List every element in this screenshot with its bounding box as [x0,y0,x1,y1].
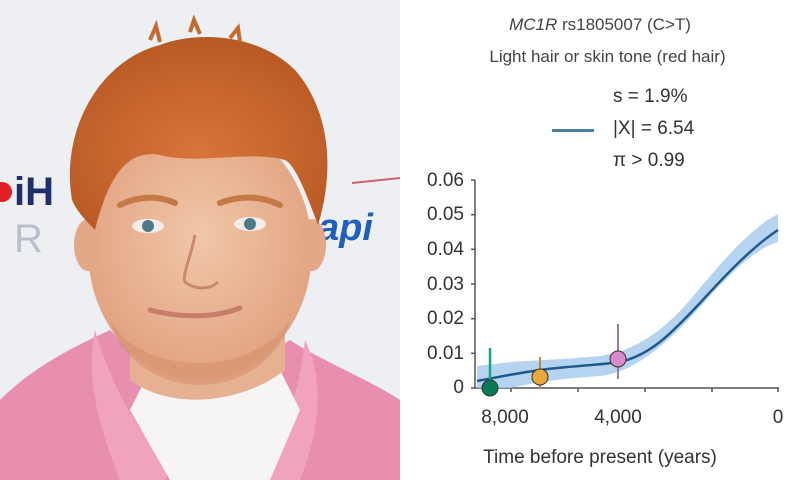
y-tick-0.06: 0.06 [427,170,464,191]
svg-text:R: R [14,217,43,261]
x-tick-0: 0 [772,407,784,428]
chart-panel: MC1R rs1805007 (C>T) Light hair or skin … [400,0,800,480]
stat-pi: π > 0.99 [613,150,685,171]
y-tick-0.05: 0.05 [427,204,464,225]
legend-line-icon [552,129,594,132]
chart-title-variant: rs1805007 (C>T) [557,15,691,34]
y-tick-0.04: 0.04 [427,239,464,260]
chart-subtitle: Light hair or skin tone (red hair) [489,47,726,66]
y-tick-0.03: 0.03 [427,274,464,295]
x-tick-4000: 4,000 [594,407,642,428]
chart-title-gene: MC1R [509,15,558,34]
y-tick-0: 0 [453,377,464,398]
svg-text:iH: iH [14,170,54,214]
frequency-plot [471,179,779,397]
stat-abs-x: |X| = 6.54 [613,118,695,139]
y-tick-0.01: 0.01 [427,343,464,364]
svg-text:api: api [318,207,374,249]
frequency-curve [476,228,779,383]
portrait-illustration: iH R api [0,14,400,480]
data-point-orange [531,357,549,388]
chart-title: MC1R rs1805007 (C>T) [400,15,800,35]
confidence-band [477,214,778,388]
backdrop-logo-right: api [318,177,400,249]
portrait-photo: iH R api [0,0,400,480]
x-axis-label: Time before present (years) [483,447,717,468]
stat-selection-coefficient: s = 1.9% [613,86,688,107]
backdrop-logo-left: iH R [0,170,54,261]
x-tick-8000: 8,000 [481,407,529,428]
data-point-pink [609,324,627,379]
y-tick-0.02: 0.02 [427,308,464,329]
data-point-green [481,348,499,397]
